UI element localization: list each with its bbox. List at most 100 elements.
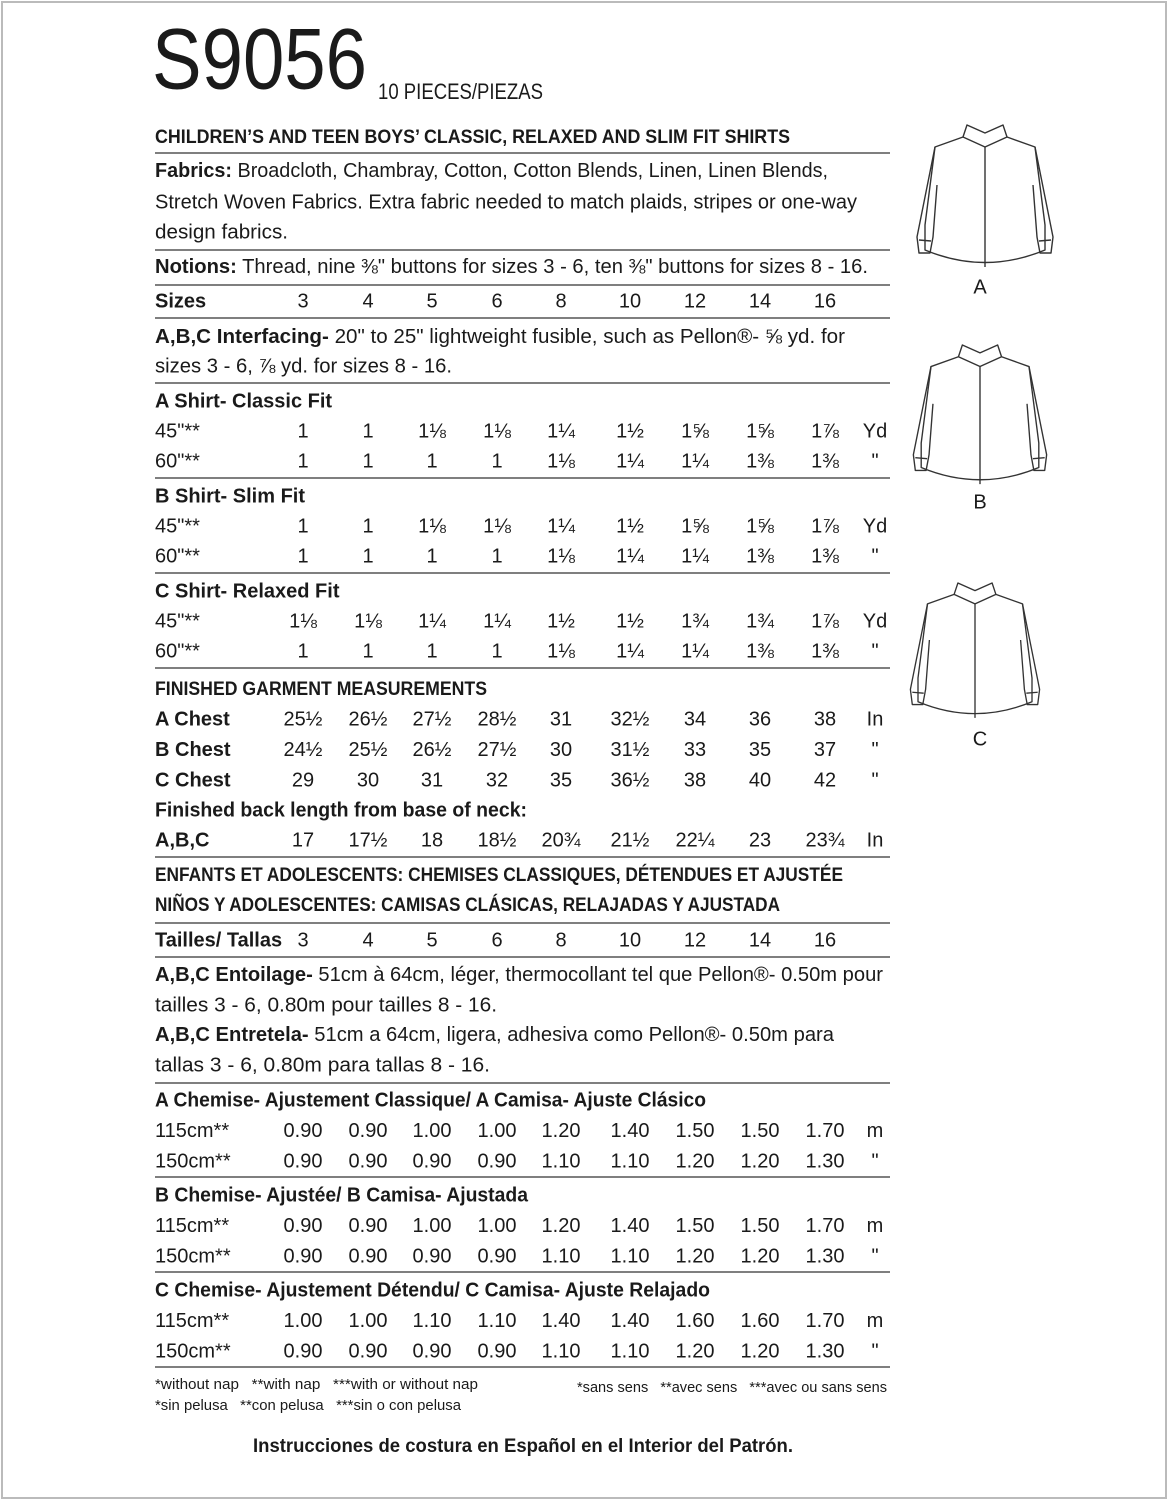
section-title: B Chemise- Ajustée/ B Camisa- Ajustada [155, 1184, 529, 1206]
row-label: 150cm** [155, 1340, 231, 1362]
cell: 30 [550, 739, 572, 761]
size: 6 [491, 290, 502, 312]
cell: 23 [749, 829, 771, 851]
cell: 1.00 [284, 1310, 323, 1332]
section-title: A Chemise- Ajustement Classique/ A Camis… [155, 1089, 706, 1111]
cell: 0.90 [478, 1245, 517, 1267]
cell: 1.40 [542, 1310, 581, 1332]
size: 6 [491, 929, 502, 951]
cell: 1½ [616, 420, 644, 442]
cell: 25½ [349, 739, 388, 761]
cell: 1 [297, 515, 308, 537]
cell: 36½ [611, 769, 650, 791]
cell: 1⅜ [746, 545, 774, 567]
entretela: A,B,C Entretela- 51cm a 64cm, ligera, ad… [155, 1024, 835, 1046]
size: 8 [555, 290, 566, 312]
section-title: Finished back length from base of neck: [155, 799, 527, 821]
cell: 1¼ [616, 545, 644, 567]
cell: 1.30 [806, 1150, 845, 1172]
cell: 1⅞ [811, 610, 839, 632]
sizes-label: Tailles/ Tallas [155, 929, 282, 951]
unit: " [871, 1340, 878, 1362]
cell: 18½ [478, 829, 517, 851]
cell: 36 [749, 708, 771, 730]
cell: 1⅛ [354, 610, 382, 632]
cell: 26½ [413, 739, 452, 761]
cell: 0.90 [413, 1150, 452, 1172]
unit: In [867, 708, 884, 730]
label: Notions: [155, 256, 237, 278]
cell: 24½ [284, 739, 323, 761]
cell: 17 [292, 829, 314, 851]
notions: Notions: Thread, nine ⅜" buttons for siz… [155, 256, 868, 278]
section-title: C Chemise- Ajustement Détendu/ C Camisa-… [155, 1279, 710, 1301]
cell: 1.10 [542, 1245, 581, 1267]
unit: Yd [863, 515, 887, 537]
cell: 25½ [284, 708, 323, 730]
cell: 1¼ [547, 420, 575, 442]
cell: 27½ [478, 739, 517, 761]
cell: 1.20 [542, 1120, 581, 1142]
cell: 1⅛ [547, 640, 575, 662]
cell: 1.00 [478, 1120, 517, 1142]
cell: 1.10 [611, 1340, 650, 1362]
cell: 1¼ [418, 610, 446, 632]
interfacing: A,B,C Interfacing- 20" to 25" lightweigh… [155, 326, 845, 348]
cell: 1.10 [413, 1310, 452, 1332]
cell: 1.20 [542, 1215, 581, 1237]
cell: 1 [297, 545, 308, 567]
text: 20" to 25" lightweight fusible, such as … [329, 326, 845, 348]
sketch-label: B [973, 491, 986, 513]
cell: 0.90 [478, 1340, 517, 1362]
cell: 38 [684, 769, 706, 791]
row-label: C Chest [155, 769, 231, 791]
size: 3 [297, 929, 308, 951]
row-label: 115cm** [155, 1120, 229, 1142]
row-label: 150cm** [155, 1245, 231, 1267]
text: Thread, nine ⅜" buttons for sizes 3 - 6,… [237, 256, 868, 278]
row-label: 60"** [155, 640, 200, 662]
cell: 33 [684, 739, 706, 761]
cell: 38 [814, 708, 836, 730]
cell: 1.70 [806, 1120, 845, 1142]
cell: 1½ [547, 610, 575, 632]
cell: 1 [362, 420, 373, 442]
unit: In [867, 829, 884, 851]
cell: 0.90 [284, 1215, 323, 1237]
cell: 1.00 [478, 1215, 517, 1237]
cell: 1.50 [676, 1120, 715, 1142]
cell: 1⅝ [746, 515, 774, 537]
cell: 1 [362, 640, 373, 662]
cell: 20¾ [542, 829, 581, 851]
cell: 0.90 [349, 1120, 388, 1142]
label: A,B,C Entoilage- [155, 964, 313, 986]
text: Broadcloth, Chambray, Cotton, Cotton Ble… [232, 160, 828, 182]
cell: 1¼ [616, 640, 644, 662]
cell: 1⅛ [289, 610, 317, 632]
sizes-label: Sizes [155, 290, 206, 312]
footnote: *sin pelusa **con pelusa ***sin o con pe… [155, 1397, 462, 1414]
cell: 1.00 [413, 1215, 452, 1237]
label: A,B,C Interfacing- [155, 326, 329, 348]
unit: " [871, 640, 878, 662]
cell: 1 [491, 545, 502, 567]
cell: 1⅞ [811, 420, 839, 442]
cell: 1⅛ [483, 420, 511, 442]
heading: CHILDREN’S AND TEEN BOYS’ CLASSIC, RELAX… [155, 127, 790, 148]
text: tallas 3 - 6, 0.80m para tallas 8 - 16. [155, 1054, 490, 1076]
cell: 1.50 [741, 1215, 780, 1237]
cell: 0.90 [284, 1120, 323, 1142]
cell: 35 [550, 769, 572, 791]
cell: 1⅜ [746, 450, 774, 472]
cell: 1 [362, 545, 373, 567]
unit: m [867, 1310, 884, 1332]
row-label: A Chest [155, 708, 230, 730]
unit: Yd [863, 610, 887, 632]
cell: 0.90 [284, 1340, 323, 1362]
cell: 0.90 [478, 1150, 517, 1172]
cell: 0.90 [284, 1245, 323, 1267]
cell: 31½ [611, 739, 650, 761]
section-title: C Shirt- Relaxed Fit [155, 580, 340, 602]
row-label: 45"** [155, 420, 200, 442]
unit: m [867, 1120, 884, 1142]
